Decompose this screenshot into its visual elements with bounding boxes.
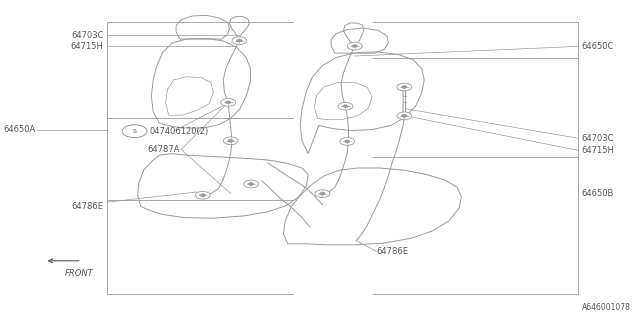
Circle shape	[338, 102, 353, 110]
Text: 64650C: 64650C	[581, 42, 614, 51]
Text: 64650B: 64650B	[581, 189, 614, 198]
Circle shape	[401, 114, 407, 117]
Circle shape	[401, 85, 407, 89]
Text: 64787A: 64787A	[147, 145, 179, 154]
Circle shape	[223, 137, 238, 145]
Circle shape	[319, 192, 325, 195]
Circle shape	[248, 182, 254, 186]
Text: 64703C: 64703C	[581, 134, 614, 143]
Circle shape	[195, 191, 210, 199]
Circle shape	[342, 105, 348, 108]
Circle shape	[200, 194, 205, 197]
Text: 64786E: 64786E	[376, 247, 408, 256]
Circle shape	[348, 42, 362, 50]
Text: 64715H: 64715H	[581, 146, 614, 155]
Circle shape	[228, 139, 234, 142]
Circle shape	[221, 99, 236, 106]
Circle shape	[232, 37, 247, 44]
Text: 64650A: 64650A	[3, 125, 35, 134]
Circle shape	[397, 112, 412, 120]
Circle shape	[225, 101, 231, 104]
Circle shape	[340, 138, 355, 145]
Text: A646001078: A646001078	[582, 303, 630, 312]
Circle shape	[237, 39, 242, 42]
Circle shape	[244, 180, 259, 188]
Text: 047406120(2): 047406120(2)	[150, 127, 209, 136]
Text: 64703C: 64703C	[71, 31, 104, 40]
Text: FRONT: FRONT	[65, 269, 93, 278]
Circle shape	[397, 83, 412, 91]
Circle shape	[344, 140, 350, 143]
Text: 64786E: 64786E	[72, 202, 104, 211]
Circle shape	[315, 190, 330, 197]
Circle shape	[352, 44, 358, 48]
Text: S: S	[132, 129, 136, 134]
Text: 64715H: 64715H	[70, 42, 104, 51]
